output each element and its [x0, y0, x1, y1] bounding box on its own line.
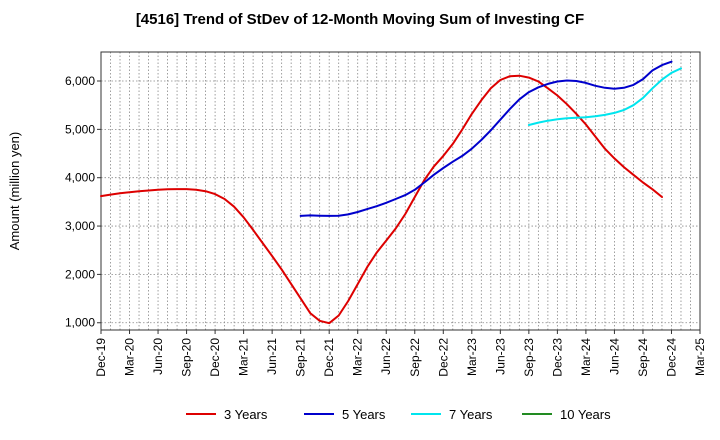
x-tick-label: Dec-22 [436, 338, 450, 377]
series-line-3-years [100, 74, 663, 325]
x-tick-label: Dec-20 [208, 338, 222, 377]
x-tick-label: Sep-21 [294, 338, 308, 377]
series-line-7-years [527, 67, 682, 126]
x-tick-label: Dec-24 [664, 338, 678, 377]
legend-label: 5 Years [342, 407, 386, 422]
x-tick-label: Dec-21 [322, 338, 336, 377]
legend: 3 Years 5 Years 7 Years 10 Years [186, 407, 611, 422]
y-tick-label: 4,000 [65, 171, 95, 185]
y-tick-label: 3,000 [65, 219, 95, 233]
legend-label: 7 Years [449, 407, 493, 422]
x-tick-label: Sep-22 [408, 338, 422, 377]
x-tick-label: Dec-23 [550, 338, 564, 377]
x-tick-label: Jun-20 [151, 338, 165, 375]
x-tick-label: Mar-24 [579, 338, 593, 376]
x-tick-label: Jun-21 [265, 338, 279, 375]
legend-label: 3 Years [224, 407, 268, 422]
y-tick-label: 1,000 [65, 316, 95, 330]
x-tick-label: Mar-22 [351, 338, 365, 376]
x-tick-label: Sep-20 [180, 338, 194, 377]
series-line-5-years [299, 60, 673, 217]
y-axis-ticks: 1,000 2,000 3,000 4,000 5,000 6,000 [65, 74, 101, 330]
grid [101, 52, 700, 330]
x-tick-label: Dec-19 [94, 338, 108, 377]
chart-title: [4516] Trend of StDev of 12-Month Moving… [136, 11, 584, 28]
x-tick-label: Jun-24 [607, 338, 621, 375]
plot-frame [100, 51, 701, 331]
x-tick-label: Mar-20 [123, 338, 137, 376]
x-tick-label: Jun-23 [493, 338, 507, 375]
x-tick-label: Jun-22 [379, 338, 393, 375]
legend-label: 10 Years [560, 407, 611, 422]
x-tick-label: Mar-25 [693, 338, 707, 376]
y-tick-label: 2,000 [65, 267, 95, 281]
y-tick-label: 6,000 [65, 74, 95, 88]
y-tick-label: 5,000 [65, 122, 95, 136]
x-tick-label: Sep-24 [636, 338, 650, 377]
series-lines [100, 60, 682, 325]
x-axis-ticks: Dec-19 Mar-20 Jun-20 Sep-20 Dec-20 Mar-21 Jun-… [94, 330, 707, 377]
y-axis-label: Amount (million yen) [7, 132, 22, 251]
x-tick-label: Mar-21 [237, 338, 251, 376]
x-tick-label: Mar-23 [465, 338, 479, 376]
x-tick-label: Sep-23 [522, 338, 536, 377]
